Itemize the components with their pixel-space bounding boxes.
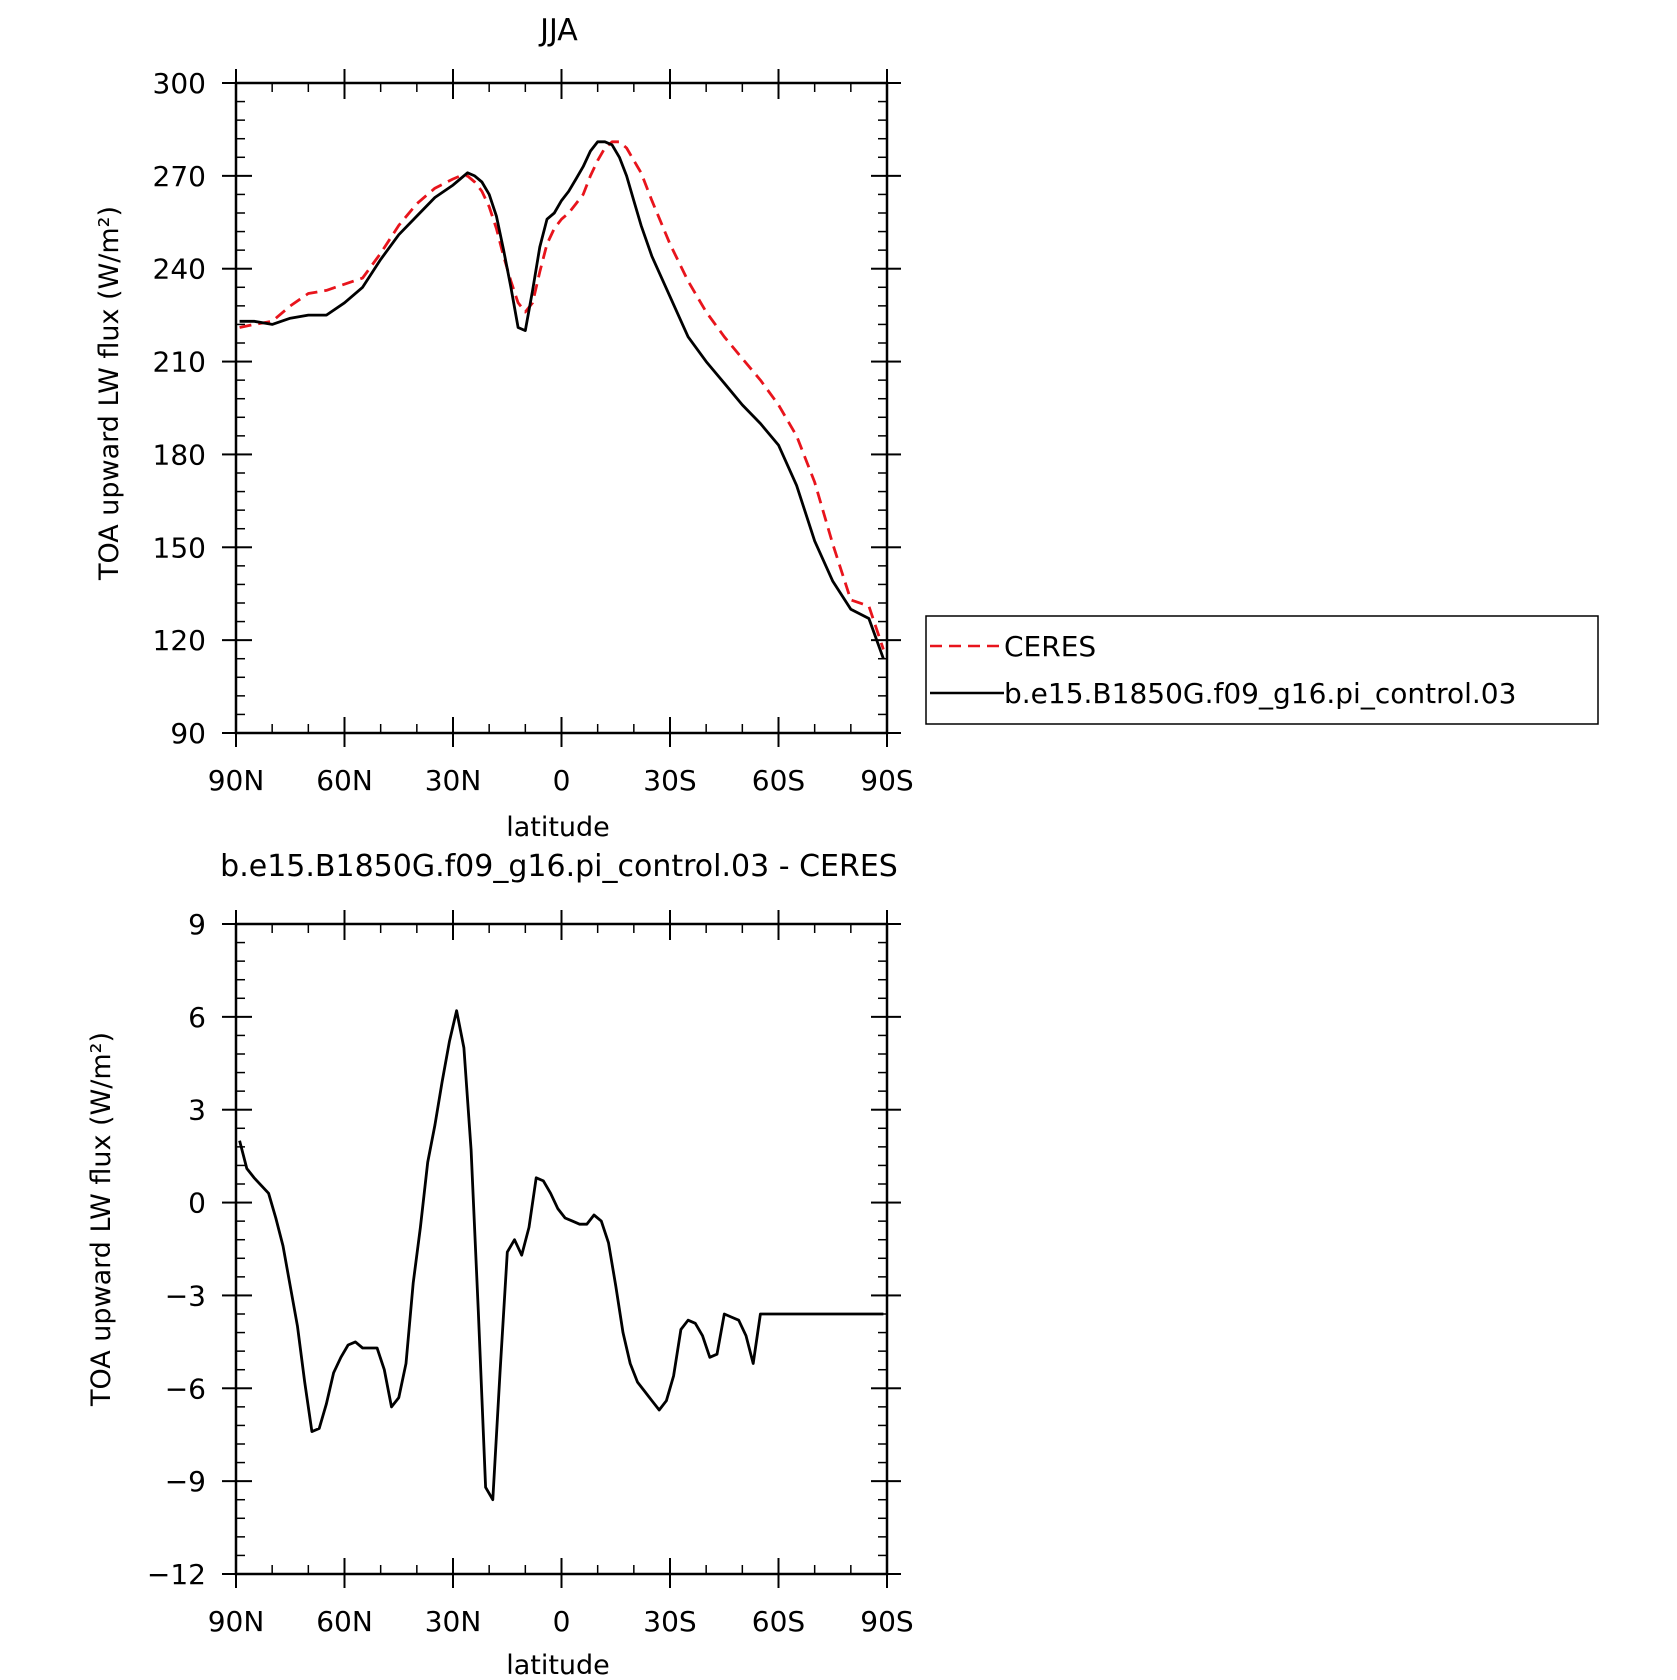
top-x-axis-label: latitude [506,812,610,843]
bottom-y-tick-label: 3 [188,1094,206,1127]
top-y-tick-label: 210 [153,346,206,379]
bottom-plot-frame [234,922,889,1576]
legend-model-label: b.e15.B1850G.f09_g16.pi_control.03 [1004,677,1516,710]
bottom-x-tick-label: 30S [643,1605,696,1638]
legend-ceres-label: CERES [1004,630,1096,663]
top-y-tick-label: 120 [153,624,206,657]
bottom-series-line-difference [238,1009,884,1502]
bottom-y-tick-label: −6 [165,1372,206,1405]
top-x-tick-label: 0 [553,764,571,797]
bottom-x-tick-label: 60N [316,1605,373,1638]
top-y-tick-label: 150 [153,531,206,564]
top-x-tick-label: 90N [208,764,265,797]
bottom-x-axis-label: latitude [506,1650,610,1680]
top-chart-title: JJA [538,13,578,48]
top-y-tick-label: 90 [170,717,206,750]
bottom-x-tick-label: 90S [860,1605,913,1638]
top-y-axis-label: TOA upward LW flux (W/m²) [94,206,125,581]
top-y-tick-label: 300 [153,67,206,100]
top-y-tick-label: 270 [153,160,206,193]
legend: CERES b.e15.B1850G.f09_g16.pi_control.03 [925,615,1599,725]
top-x-tick-label: 30S [643,764,696,797]
bottom-y-tick-label: 0 [188,1187,206,1220]
top-x-tick-label: 60N [316,764,373,797]
bottom-chart-title: b.e15.B1850G.f09_g16.pi_control.03 - CER… [220,849,898,884]
legend-box [925,615,1599,725]
top-series-line-ceres [239,140,885,650]
bottom-panel: b.e15.B1850G.f09_g16.pi_control.03 - CER… [86,849,914,1680]
bottom-y-axis-label: TOA upward LW flux (W/m²) [86,1032,117,1407]
top-x-tick-label: 60S [752,764,805,797]
bottom-x-tick-label: 0 [553,1605,571,1638]
top-panel: JJA TOA upward LW flux (W/m²) latitude 9… [94,13,1599,843]
bottom-x-tick-label: 60S [752,1605,805,1638]
bottom-y-tick-label: 9 [188,908,206,941]
bottom-x-tick-label: 30N [425,1605,482,1638]
bottom-y-tick-label: −12 [147,1558,206,1591]
top-y-tick-label: 180 [153,438,206,471]
bottom-x-tick-label: 90N [208,1605,265,1638]
bottom-y-tick-label: −3 [165,1279,206,1312]
top-x-tick-label: 30N [425,764,482,797]
top-x-tick-label: 90S [860,764,913,797]
top-plot-frame [234,81,889,735]
bottom-y-tick-label: −9 [165,1465,206,1498]
top-y-tick-label: 240 [153,253,206,286]
bottom-y-tick-label: 6 [188,1001,206,1034]
top-series-line-b-e15-b1850g-f09-g16-pi-control-03 [239,140,885,660]
